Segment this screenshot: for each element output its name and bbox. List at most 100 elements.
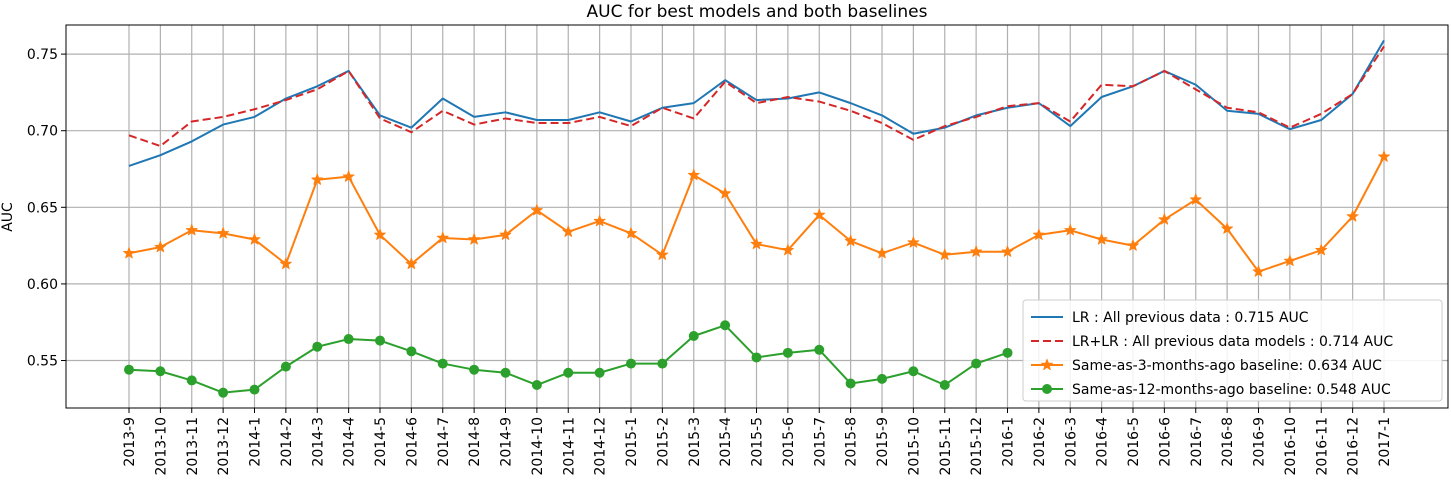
x-tick-label: 2013-10: [153, 417, 169, 476]
legend-marker: [1042, 384, 1052, 394]
data-point: [218, 387, 229, 398]
series-1: [128, 39, 1385, 167]
y-tick-label: 0.75: [27, 47, 58, 63]
y-tick-label: 0.65: [27, 200, 58, 216]
data-point: [499, 228, 512, 240]
data-point: [594, 367, 605, 378]
data-point: [593, 214, 606, 227]
data-point: [343, 334, 354, 345]
data-point: [814, 344, 825, 355]
x-tick-label: 2016-6: [1157, 417, 1173, 467]
data-point: [844, 234, 857, 247]
x-tick-label: 2015-5: [750, 417, 766, 467]
data-point: [437, 358, 448, 369]
x-tick-label: 2015-4: [718, 417, 734, 467]
series-line: [128, 45, 1385, 148]
data-point: [813, 208, 826, 221]
data-point: [186, 375, 197, 386]
x-tick-label: 2016-4: [1095, 417, 1111, 467]
plot-frame: [65, 24, 1449, 409]
data-point: [625, 227, 637, 239]
data-point: [562, 225, 575, 237]
data-point: [1189, 193, 1202, 205]
series-3: [123, 150, 1390, 277]
data-point: [124, 364, 134, 375]
x-tick-label: 2013-11: [185, 417, 201, 476]
data-point: [1378, 150, 1390, 162]
x-tick-label: 2016-11: [1314, 417, 1330, 476]
x-tick-label: 2016-12: [1346, 417, 1362, 476]
data-point: [154, 240, 167, 253]
data-point: [908, 366, 919, 377]
data-point: [971, 358, 982, 369]
data-point: [375, 335, 385, 346]
legend-label: LR : All previous data : 0.715 AUC: [1072, 310, 1309, 326]
data-point: [1002, 347, 1013, 358]
x-tick-label: 2016-2: [1032, 417, 1048, 467]
data-point: [374, 228, 386, 240]
x-tick-label: 2014-4: [342, 417, 358, 467]
data-point: [751, 352, 762, 363]
data-point: [877, 373, 887, 384]
data-point: [342, 170, 355, 182]
x-tick-label: 2014-8: [467, 417, 483, 467]
data-point: [719, 187, 732, 199]
x-tick-label: 2015-10: [906, 417, 922, 476]
legend-label: LR+LR : All previous data models : 0.714…: [1072, 334, 1393, 350]
data-point: [405, 257, 418, 270]
y-tick-label: 0.60: [27, 277, 58, 293]
x-tick-label: 2014-7: [436, 417, 452, 467]
data-point: [1221, 222, 1234, 234]
legend: LR : All previous data : 0.715 AUC LR+LR …: [1022, 299, 1443, 402]
data-point: [1001, 245, 1014, 257]
x-tick-label: 2014-1: [248, 417, 264, 467]
x-tick-label: 2014-2: [279, 417, 295, 467]
x-tick-label: 2014-9: [499, 417, 515, 467]
x-tick-label: 2015-3: [687, 417, 703, 467]
data-point: [720, 320, 731, 331]
x-tick-label: 2016-1: [1001, 417, 1017, 467]
data-point: [876, 247, 888, 259]
data-point: [530, 204, 543, 216]
y-tick-label: 0.70: [27, 124, 58, 140]
x-tick-label: 2016-10: [1283, 417, 1299, 476]
data-point: [217, 227, 230, 239]
data-point: [469, 364, 480, 375]
series-lines: [123, 39, 1390, 398]
data-point: [1158, 213, 1171, 225]
x-tick-label: 2016-7: [1189, 417, 1205, 467]
series-2: [128, 45, 1385, 148]
series-4: [124, 320, 1013, 398]
data-point: [1127, 239, 1139, 251]
x-tick-label: 2014-10: [530, 417, 546, 476]
data-point: [1064, 224, 1077, 236]
legend-entry: Same-as-3-months-ago baseline: 0.634 AUC: [1031, 358, 1382, 374]
x-tick-label: 2015-6: [781, 417, 797, 467]
data-point: [406, 346, 417, 357]
data-point: [249, 384, 260, 395]
data-point: [781, 243, 794, 256]
x-tick-label: 2016-9: [1252, 417, 1268, 467]
data-point: [1283, 254, 1296, 267]
data-point: [688, 330, 699, 341]
data-point: [782, 347, 793, 358]
data-point: [939, 380, 950, 391]
x-tick-label: 2015-8: [844, 417, 860, 467]
x-axis-ticks: 2013-9 2013-10 2013-11 2013-12 2014-1 2014-2 2…: [122, 408, 1393, 476]
x-tick-label: 2016-3: [1063, 417, 1079, 467]
data-point: [1346, 210, 1359, 222]
legend-entry: LR+LR : All previous data models : 0.714…: [1031, 334, 1393, 350]
x-tick-label: 2015-1: [624, 417, 640, 467]
x-tick-label: 2015-7: [812, 417, 828, 467]
legend-label: Same-as-3-months-ago baseline: 0.634 AUC: [1072, 358, 1382, 374]
data-point: [970, 245, 983, 257]
data-point: [1095, 233, 1108, 245]
x-tick-label: 2015-9: [875, 417, 891, 467]
x-tick-label: 2016-8: [1220, 417, 1236, 467]
data-point: [468, 233, 481, 245]
data-point: [280, 361, 291, 372]
legend-entry: LR : All previous data : 0.715 AUC: [1031, 310, 1309, 326]
data-point: [185, 224, 198, 236]
data-point: [626, 358, 636, 369]
data-point: [123, 247, 135, 259]
